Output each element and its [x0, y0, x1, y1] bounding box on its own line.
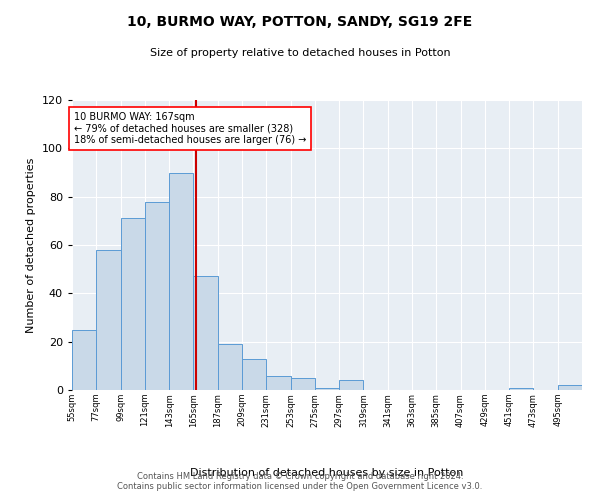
Text: 10, BURMO WAY, POTTON, SANDY, SG19 2FE: 10, BURMO WAY, POTTON, SANDY, SG19 2FE: [127, 15, 473, 29]
Bar: [193, 276, 218, 390]
Bar: [218, 344, 242, 390]
Bar: [315, 388, 339, 390]
Text: Contains public sector information licensed under the Open Government Licence v3: Contains public sector information licen…: [118, 482, 482, 491]
Bar: [558, 385, 582, 390]
Y-axis label: Number of detached properties: Number of detached properties: [26, 158, 36, 332]
Bar: [242, 358, 266, 390]
Bar: [72, 330, 96, 390]
Bar: [509, 388, 533, 390]
Bar: [339, 380, 364, 390]
Bar: [121, 218, 145, 390]
Bar: [266, 376, 290, 390]
Bar: [145, 202, 169, 390]
Bar: [96, 250, 121, 390]
X-axis label: Distribution of detached houses by size in Potton: Distribution of detached houses by size …: [190, 468, 464, 478]
Bar: [290, 378, 315, 390]
Text: Contains HM Land Registry data © Crown copyright and database right 2024.: Contains HM Land Registry data © Crown c…: [137, 472, 463, 481]
Text: 10 BURMO WAY: 167sqm
← 79% of detached houses are smaller (328)
18% of semi-deta: 10 BURMO WAY: 167sqm ← 79% of detached h…: [74, 112, 307, 146]
Bar: [169, 172, 193, 390]
Text: Size of property relative to detached houses in Potton: Size of property relative to detached ho…: [149, 48, 451, 58]
